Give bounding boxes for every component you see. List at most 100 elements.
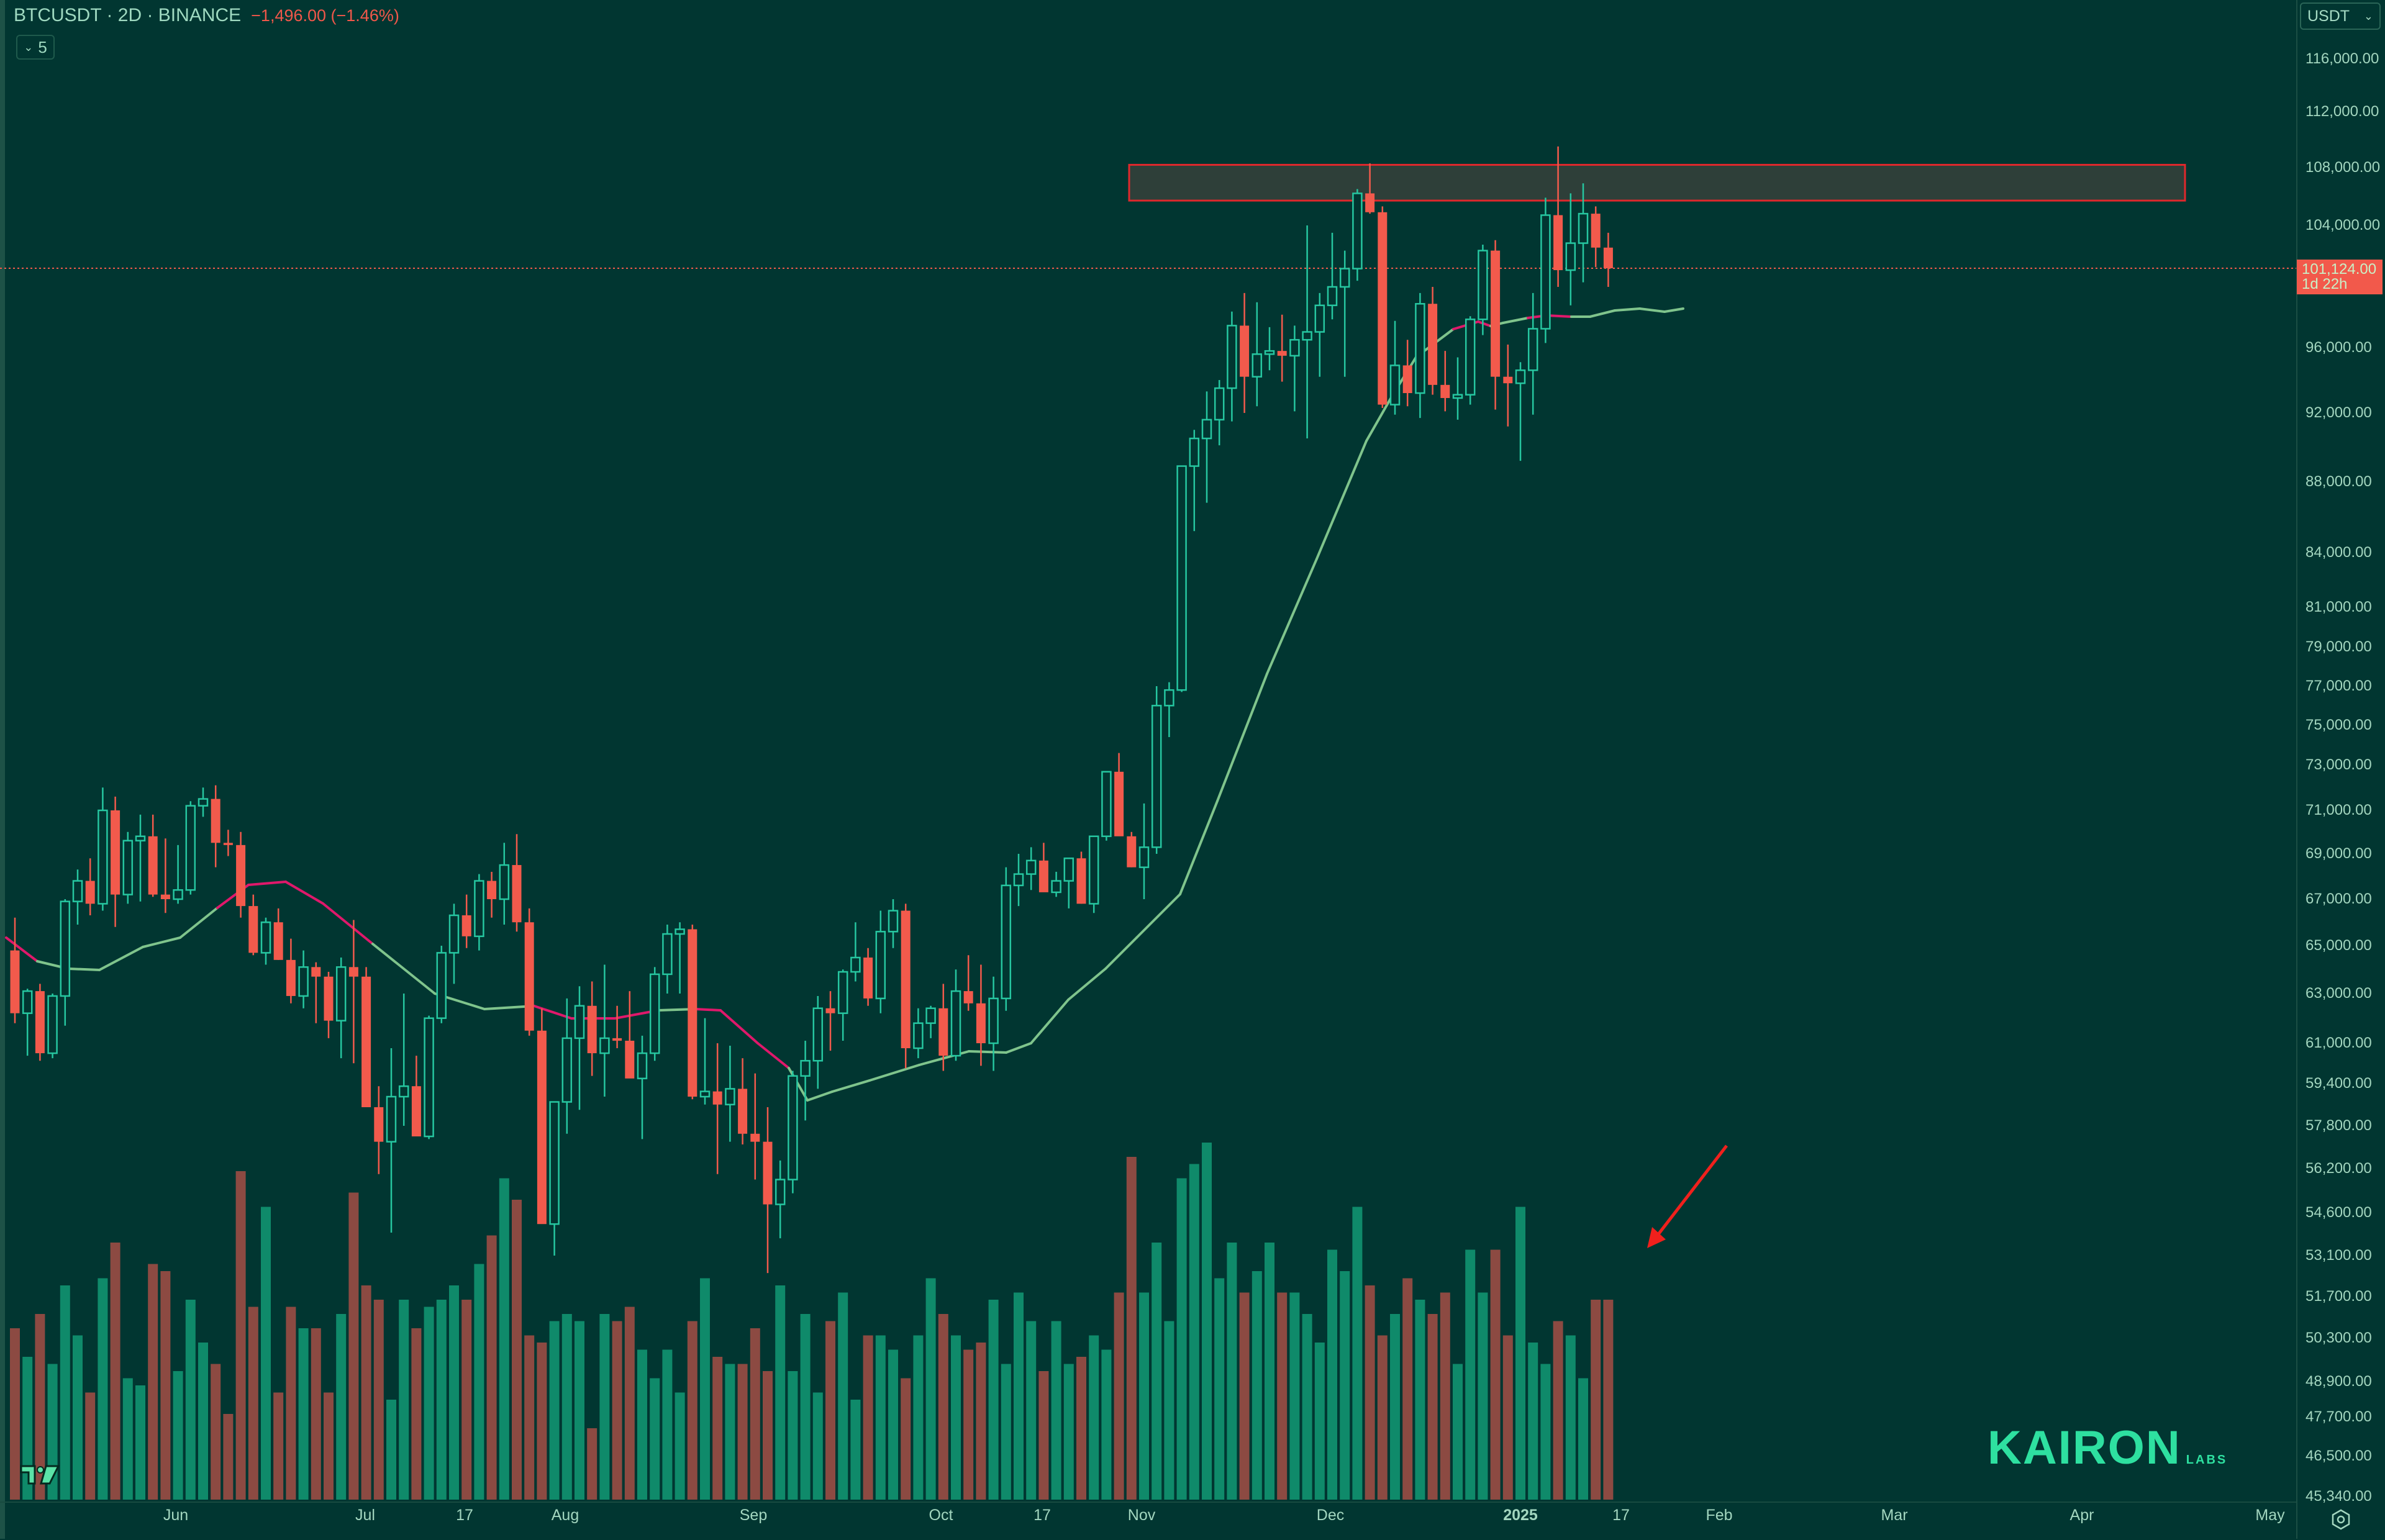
candle-body-up: [1352, 192, 1363, 270]
moving-average-line: [1179, 800, 1219, 895]
candle-body-down: [273, 922, 283, 960]
gear-icon[interactable]: [2330, 1509, 2351, 1530]
candle-body-up: [448, 914, 460, 954]
volume-bar: [1377, 1335, 1388, 1500]
volume-bar: [637, 1349, 647, 1500]
candle-body-down: [976, 1003, 986, 1043]
moving-average-line: [1067, 967, 1107, 1001]
candle-body-down: [361, 976, 371, 1108]
brand-name: KAIRON: [1988, 1421, 2181, 1474]
candle-body-up: [637, 1052, 648, 1080]
candle-body-up: [260, 921, 271, 954]
candle-body-down: [1240, 325, 1250, 377]
candle-body-down: [1277, 351, 1287, 356]
time-tick-label: 17: [1612, 1506, 1630, 1524]
moving-average-line: [1266, 558, 1318, 675]
candle-body-up: [1088, 835, 1099, 905]
volume-bar: [10, 1328, 20, 1500]
price-tick-label: 96,000.00: [2306, 339, 2372, 356]
time-axis[interactable]: [0, 1502, 2296, 1540]
time-tick-label: Dec: [1316, 1506, 1345, 1524]
candle-body-up: [335, 966, 347, 1021]
volume-bar: [763, 1371, 773, 1500]
candle-body-down: [512, 865, 522, 923]
volume-bar: [1465, 1249, 1476, 1500]
candle-body-down: [411, 1086, 421, 1137]
volume-bar: [1051, 1321, 1061, 1500]
volume-bar: [1528, 1343, 1538, 1500]
moving-average-line: [831, 1079, 871, 1093]
volume-bar: [800, 1314, 811, 1500]
volume-bar: [273, 1392, 284, 1500]
volume-bar: [1453, 1364, 1463, 1500]
volume-bar: [624, 1307, 635, 1500]
moving-average-line: [533, 1005, 573, 1020]
candle-body-down: [248, 906, 258, 953]
candle-body-up: [1151, 705, 1162, 848]
volume-bar: [1427, 1314, 1438, 1500]
candle-body-up: [1465, 319, 1476, 396]
candle-body-up: [1001, 884, 1012, 1000]
moving-average-line: [1545, 314, 1573, 318]
candle-body-up: [788, 1075, 798, 1180]
candle-body-down: [825, 1008, 835, 1013]
price-tick-label: 108,000.00: [2306, 159, 2381, 176]
tradingview-logo-icon[interactable]: [19, 1462, 62, 1487]
volume-bar: [248, 1307, 258, 1500]
candle-body-down: [524, 922, 534, 1031]
volume-bar: [261, 1207, 271, 1500]
volume-bar: [411, 1328, 422, 1500]
volume-bar: [235, 1171, 246, 1500]
price-tick-label: 104,000.00: [2306, 217, 2381, 233]
candle-body-down: [1428, 304, 1438, 385]
candle-body-up: [1565, 242, 1576, 271]
volume-bar: [223, 1414, 234, 1500]
volume-bar: [675, 1392, 685, 1500]
moving-average-line: [1477, 320, 1492, 327]
candle-body-down: [85, 881, 95, 904]
price-tick-label: 84,000.00: [2306, 544, 2372, 561]
volume-bar: [650, 1378, 660, 1500]
volume-bar: [775, 1285, 786, 1500]
volume-bar: [1252, 1271, 1262, 1500]
candle-body-up: [1327, 286, 1338, 306]
volume-bar: [587, 1428, 597, 1500]
candle-body-down: [374, 1107, 384, 1142]
candle-body-down: [863, 958, 873, 999]
candle-body-up: [913, 1022, 924, 1049]
candle-body-down: [160, 894, 170, 899]
candle-body-up: [72, 880, 83, 902]
volume-bar: [486, 1235, 497, 1500]
volume-bar: [561, 1314, 572, 1500]
currency-select[interactable]: USDT ⌄: [2300, 2, 2381, 30]
candle-body-down: [1378, 212, 1388, 405]
indicators-toggle-button[interactable]: ⌄ 5: [16, 35, 55, 60]
moving-average-line: [1216, 673, 1268, 802]
candle-body-up: [1264, 350, 1275, 355]
volume-bar: [575, 1321, 584, 1500]
candle-body-up: [649, 973, 660, 1054]
volume-bar: [788, 1371, 798, 1500]
price-tick-label: 56,200.00: [2306, 1160, 2372, 1177]
volume-bar: [449, 1285, 459, 1500]
volume-bar: [1352, 1207, 1363, 1500]
time-tick-label: 2025: [1503, 1506, 1538, 1524]
candle-body-up: [675, 928, 685, 935]
symbol-label: BTCUSDT · 2D · BINANCE: [14, 5, 242, 25]
moving-average-line: [371, 943, 436, 995]
candle-body-up: [988, 997, 999, 1044]
candle-body-up: [98, 809, 108, 905]
volume-bar: [148, 1264, 158, 1500]
chevron-down-icon: ⌄: [2363, 9, 2373, 22]
candle-body-up: [837, 971, 848, 1014]
candle-body-up: [60, 900, 71, 997]
volume-bar: [549, 1321, 560, 1500]
moving-average-line: [284, 881, 324, 905]
price-tick-label: 92,000.00: [2306, 404, 2372, 421]
candle-body-up: [561, 1037, 573, 1103]
current-price-tag: 101,124.00 1d 22h: [2297, 260, 2383, 294]
volume-bar: [599, 1314, 610, 1500]
moving-average-line: [1135, 893, 1181, 939]
volume-bar: [1390, 1314, 1400, 1500]
